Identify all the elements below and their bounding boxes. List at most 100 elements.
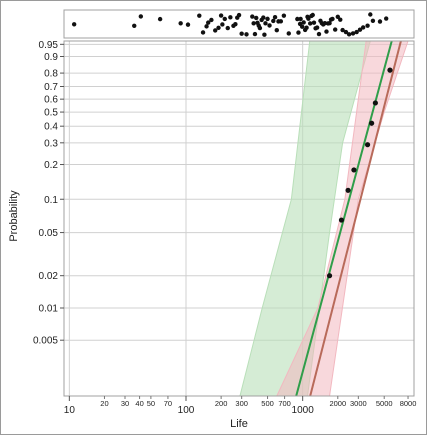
y-axis-title: Probability [8,190,20,242]
data-point [326,273,333,279]
x-axis-title: Life [230,418,248,430]
top-point [304,25,309,30]
x-minor-tick-label: 20 [100,399,108,408]
band-edge [239,40,311,397]
x-minor-tick-label: 8000 [400,399,417,408]
x-minor-tick-label: 200 [215,399,228,408]
top-point [132,23,137,28]
fit-line [295,40,393,397]
y-tick-label: 0.6 [44,95,58,106]
top-point [354,29,359,35]
y-tick-label: 0.005 [33,336,58,347]
top-point [322,21,328,26]
top-point [316,31,322,37]
top-point [250,14,255,19]
confidence-band [239,41,371,396]
top-point [263,21,268,26]
top-point [178,21,183,26]
top-point [377,19,383,24]
top-point [261,15,266,20]
x-minor-tick-label: 5000 [376,399,393,408]
y-tick-label: 0.7 [44,82,58,93]
top-point [267,23,272,28]
top-point [340,27,345,33]
top-point [138,14,144,19]
top-point [295,16,300,22]
top-point [251,21,256,26]
top-point [236,12,242,18]
top-point [299,24,305,29]
top-point [368,12,373,17]
top-point [370,18,376,23]
data-point [338,217,345,223]
y-tick-label: 0.05 [39,228,59,239]
top-point [200,30,206,35]
data-point [369,120,375,126]
top-point [244,32,249,37]
top-point [206,20,211,25]
data-point [364,142,371,148]
y-tick-label: 0.1 [44,195,58,206]
top-point [213,28,218,33]
top-point [197,13,202,18]
top-point [335,14,340,19]
top-point [307,21,313,26]
top-point [365,23,370,28]
top-point [265,16,270,22]
top-point [218,13,224,18]
x-minor-tick-label: 50 [147,399,155,408]
data-point [387,67,393,73]
top-point [338,17,343,22]
top-point [306,16,311,21]
x-minor-tick-label: 30 [121,399,129,408]
top-point [71,22,77,27]
top-point [204,24,209,29]
top-point [311,20,317,25]
top-point [346,32,352,37]
fit-lines [295,40,402,397]
top-point [257,25,263,31]
data-point [372,100,378,106]
band-edge [276,40,367,397]
top-point [222,16,227,22]
top-point [278,19,284,24]
top-point [220,22,225,27]
y-tick-label: 0.02 [39,271,59,282]
top-point [254,15,259,21]
top-point [360,25,366,30]
data-point [351,167,357,173]
x-tick-labels: 10 100 1000 20 30 40 50 70 200 300 500 700 2000 3000 5… [64,396,417,416]
x-minor-tick-label: 2000 [329,399,346,408]
top-point [324,29,329,34]
y-tick-label: 0.8 [44,69,58,80]
top-point [350,31,356,36]
top-point [239,31,244,36]
x-tick-label: 10 [64,405,76,416]
plot-border [63,40,415,397]
top-point [330,16,335,22]
top-point [314,25,320,30]
y-tick-label: 0.95 [39,40,59,51]
top-point [209,17,214,23]
top-point [332,27,338,32]
top-point [271,18,276,24]
top-point [252,31,258,37]
top-point [357,27,363,32]
top-point [296,30,301,35]
x-minor-tick-label: 300 [235,399,248,408]
top-point [343,29,349,35]
top-point [157,16,163,22]
data-point-layer [326,67,393,279]
top-point [225,25,230,31]
y-tick-label: 0.3 [44,138,58,149]
top-point [262,32,267,37]
y-tick-label: 0.01 [39,304,59,315]
x-minor-tick-label: 3000 [350,399,367,408]
top-point [233,22,238,27]
top-point [286,31,291,36]
top-point [298,16,303,22]
data-point [345,187,351,193]
top-point [310,12,315,18]
